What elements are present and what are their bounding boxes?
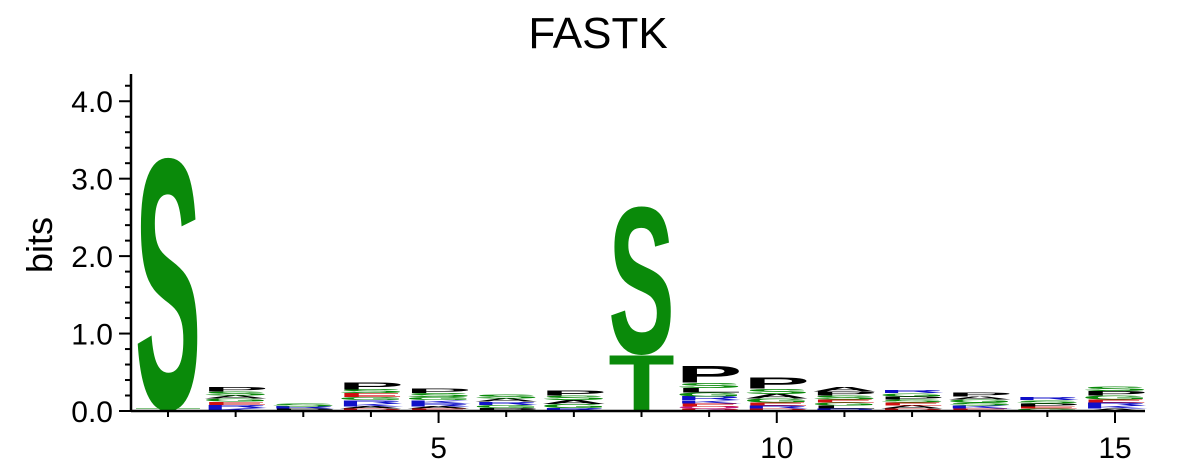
logo-letter-14-S: S <box>1014 399 1080 404</box>
y-tick-label: 1.0 <box>71 319 113 352</box>
logo-letter-15-P: P <box>1082 390 1148 397</box>
logo-letter-9-L: L <box>676 387 742 394</box>
logo-letter-4-A: A <box>338 406 404 410</box>
logo-letter-11-A: A <box>811 386 877 393</box>
logo-letter-9-P: P <box>676 361 742 387</box>
logo-letter-13-K: K <box>947 405 1013 410</box>
logo-letter-3-S: S <box>270 402 336 407</box>
logo-letter-9-G: G <box>676 391 742 397</box>
logo-letter-4-S: S <box>338 388 404 394</box>
logo-letter-2-G: G <box>202 398 268 403</box>
logo-letter-5-R: R <box>405 402 471 407</box>
logo-letter-13-S: S <box>947 402 1013 407</box>
logo-letter-7-G: G <box>541 403 607 409</box>
logo-letter-12-P: P <box>879 395 945 400</box>
y-tick-label: 3.0 <box>71 164 113 197</box>
logo-letter-13-G: G <box>947 399 1013 404</box>
logo-letter-11-L: L <box>811 405 877 410</box>
logo-letter-4-P: P <box>338 381 404 392</box>
logo-letter-5-P: P <box>405 387 471 394</box>
x-tick-label: 5 <box>430 432 447 465</box>
logo-letter-6-G: G <box>473 404 539 409</box>
logo-letter-9-R: R <box>676 395 742 401</box>
logo-letter-10-R: R <box>744 405 810 410</box>
logo-letter-5-S: S <box>405 392 471 398</box>
logo-letter-13-A: A <box>947 395 1013 400</box>
logo-letter-15-K: K <box>1082 405 1148 410</box>
x-tick-label: 10 <box>760 432 793 465</box>
logo-letter-15-E: E <box>1082 399 1148 404</box>
y-axis-label: bits <box>19 217 60 273</box>
logo-letter-2-S: S <box>202 391 268 397</box>
logo-letter-6-S: S <box>473 394 539 400</box>
logo-letter-12-S: S <box>879 399 945 404</box>
logo-letter-2-E: E <box>202 401 268 406</box>
logo-letter-6-A: A <box>473 398 539 403</box>
logo-letter-1-T: T <box>135 407 201 412</box>
y-tick-label: 4.0 <box>71 86 113 119</box>
logo-letter-11-P: P <box>811 391 877 397</box>
logo-letter-8-S: S <box>608 162 674 397</box>
y-tick-label: 0.0 <box>71 396 113 429</box>
logo-letter-14-P: P <box>1014 402 1080 407</box>
logo-letter-5-K: K <box>405 399 471 404</box>
logo-letter-5-G: G <box>405 396 471 401</box>
logo-letter-7-P: P <box>541 389 607 397</box>
logo-letter-2-K: K <box>202 407 268 412</box>
logo-letter-4-G: G <box>338 396 404 401</box>
logo-letter-9-S: S <box>676 381 742 389</box>
x-tick-label: 15 <box>1098 432 1131 465</box>
y-tick-label: 2.0 <box>71 241 113 274</box>
logo-letter-5-A: A <box>405 406 471 410</box>
logo-letter-10-A: A <box>744 393 810 400</box>
logo-letter-15-S: S <box>1082 385 1148 392</box>
logo-letter-10-G: G <box>744 398 810 404</box>
logo-letter-7-R: R <box>541 407 607 412</box>
logo-letter-3-R: R <box>270 406 336 410</box>
axes: 0.0 1.0 2.0 3.0 4.0 5 10 15 <box>71 74 1145 465</box>
logo-letter-6-R: R <box>473 401 539 406</box>
logo-letter-12-A: A <box>879 405 945 410</box>
logo-letter-11-E: E <box>811 399 877 404</box>
logo-letter-11-S: S <box>811 394 877 400</box>
logo-letter-9-K: K <box>676 399 742 404</box>
logo-letter-4-R: R <box>338 399 404 404</box>
logo-letter-1-S: S <box>135 84 201 471</box>
logo-letter-10-S: S <box>744 387 810 395</box>
logo-letter-2-A: A <box>202 395 268 400</box>
logo-letter-14-E: E <box>1014 406 1080 410</box>
logo-letter-7-S: S <box>541 394 607 401</box>
logo-letter-15-G: G <box>1082 394 1148 400</box>
logo-letter-13-P: P <box>947 391 1013 397</box>
logo-letter-6-P: P <box>473 407 539 412</box>
logo-letter-2-R: R <box>202 404 268 409</box>
chart-title: FASTK <box>528 9 667 58</box>
logo-letter-12-E: E <box>879 402 945 407</box>
logo-letter-11-G: G <box>811 402 877 407</box>
logo-letter-12-G: G <box>879 392 945 397</box>
logo-letter-10-E: E <box>744 402 810 407</box>
logo-letter-10-P: P <box>744 374 810 392</box>
logo-letter-12-R: R <box>879 389 945 394</box>
logo-letter-15-R: R <box>1082 402 1148 407</box>
logo-letter-9-E: E <box>676 402 742 407</box>
logo-letter-4-K: K <box>338 402 404 407</box>
logo-letter-7-A: A <box>541 399 607 405</box>
logo-letter-14-R: R <box>1014 396 1080 401</box>
logo-letter-4-E: E <box>338 392 404 398</box>
logo-letter-9-Q: Q <box>676 406 742 410</box>
logo-letter-2-P: P <box>202 386 268 393</box>
